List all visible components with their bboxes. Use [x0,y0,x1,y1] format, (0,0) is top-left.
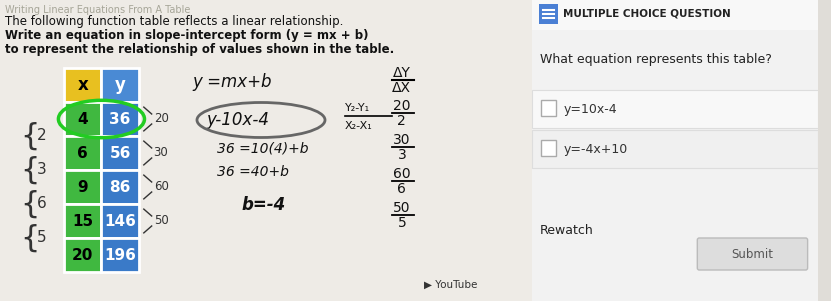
Text: 2: 2 [37,129,47,144]
Text: 6: 6 [37,197,47,212]
FancyBboxPatch shape [101,204,139,238]
Text: {: { [20,224,39,253]
Text: Rewatch: Rewatch [539,224,593,237]
Text: y=10x-4: y=10x-4 [563,103,617,116]
FancyBboxPatch shape [532,90,819,128]
Text: 196: 196 [104,247,136,262]
FancyBboxPatch shape [64,170,101,204]
FancyBboxPatch shape [532,0,819,301]
Text: 2: 2 [397,114,406,128]
FancyBboxPatch shape [697,238,808,270]
Text: Write an equation in slope-intercept form (y = mx + b): Write an equation in slope-intercept for… [5,29,368,42]
Text: 86: 86 [110,179,130,194]
FancyBboxPatch shape [101,68,139,102]
Text: y =mx+b: y =mx+b [192,73,272,91]
Text: 6: 6 [77,145,88,160]
FancyBboxPatch shape [64,204,101,238]
FancyBboxPatch shape [541,100,557,116]
Text: 36: 36 [110,111,130,126]
Text: 3: 3 [397,148,406,162]
Text: {: { [20,190,39,219]
Text: The following function table reflects a linear relationship.: The following function table reflects a … [5,15,343,29]
Text: 3: 3 [37,163,47,178]
Text: 50: 50 [393,201,411,215]
Text: 6: 6 [397,182,406,196]
FancyBboxPatch shape [64,68,101,102]
FancyBboxPatch shape [101,102,139,136]
FancyBboxPatch shape [64,238,101,272]
Text: 4: 4 [77,111,88,126]
Text: 36 =10(4)+b: 36 =10(4)+b [217,141,308,155]
FancyBboxPatch shape [64,136,101,170]
Text: y: y [115,76,125,94]
FancyBboxPatch shape [538,4,558,24]
Text: MULTIPLE CHOICE QUESTION: MULTIPLE CHOICE QUESTION [563,9,731,19]
Text: 60: 60 [154,181,169,194]
FancyBboxPatch shape [532,0,819,30]
Text: ΔX: ΔX [392,81,411,95]
Text: {: { [20,122,39,150]
Text: {: { [20,156,39,185]
Text: What equation represents this table?: What equation represents this table? [539,54,772,67]
FancyBboxPatch shape [532,130,819,168]
Text: ΔY: ΔY [393,66,411,80]
Text: 15: 15 [72,213,93,228]
Text: 9: 9 [77,179,88,194]
FancyBboxPatch shape [0,0,532,301]
FancyBboxPatch shape [101,170,139,204]
Text: 20: 20 [393,99,411,113]
Text: 30: 30 [154,147,169,160]
Text: Submit: Submit [731,247,774,260]
Text: 5: 5 [37,231,47,246]
FancyBboxPatch shape [101,136,139,170]
Text: 20: 20 [72,247,93,262]
Text: ▶ YouTube: ▶ YouTube [424,280,477,290]
Text: b=-4: b=-4 [241,196,286,214]
Text: 146: 146 [104,213,136,228]
FancyBboxPatch shape [64,102,101,136]
Text: Writing Linear Equations From A Table: Writing Linear Equations From A Table [5,5,190,15]
Text: 50: 50 [154,215,169,228]
Text: 20: 20 [154,113,169,126]
FancyBboxPatch shape [101,238,139,272]
Text: Y₂-Y₁: Y₂-Y₁ [345,103,370,113]
Text: y-10x-4: y-10x-4 [207,111,270,129]
Text: X₂-X₁: X₂-X₁ [345,121,372,131]
Text: to represent the relationship of values shown in the table.: to represent the relationship of values … [5,44,394,57]
FancyBboxPatch shape [541,140,557,156]
Text: x: x [77,76,88,94]
Text: 56: 56 [110,145,130,160]
Text: 5: 5 [397,216,406,230]
Text: 30: 30 [393,133,411,147]
Text: 36 =40+b: 36 =40+b [217,165,288,179]
Text: 60: 60 [393,167,411,181]
Text: y=-4x+10: y=-4x+10 [563,142,627,156]
